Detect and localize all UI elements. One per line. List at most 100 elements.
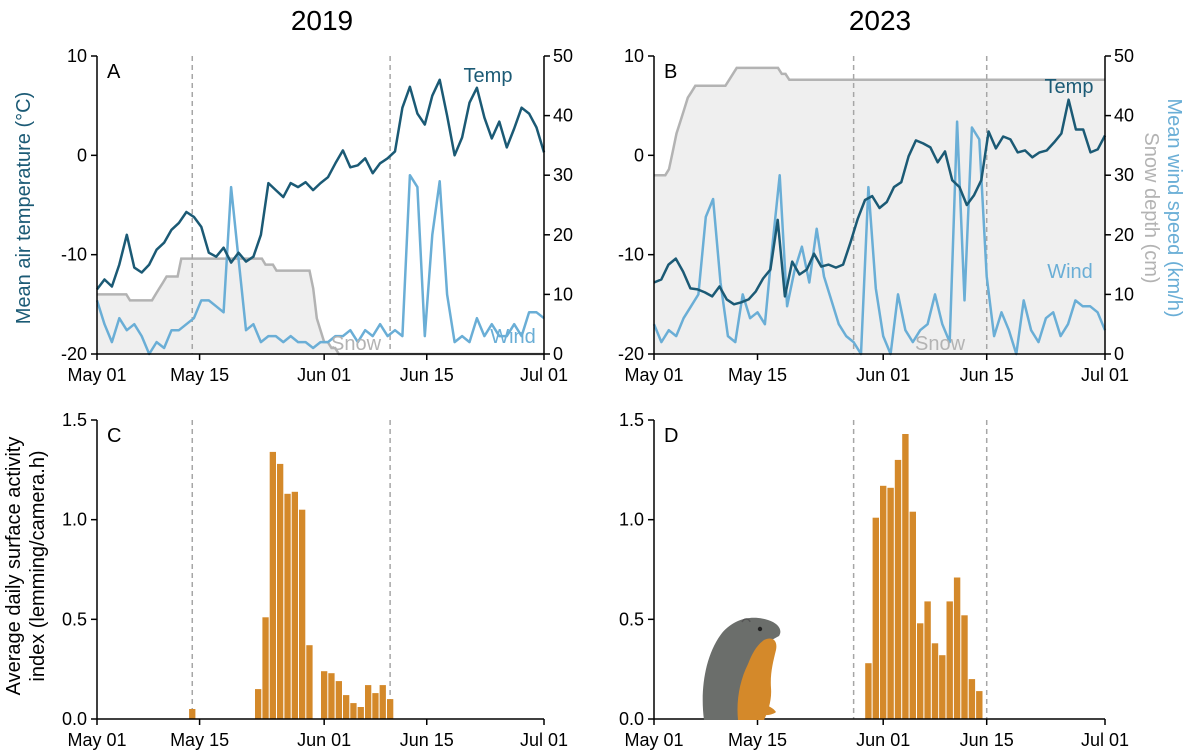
x-tick-label: Jul 01 [520,365,568,385]
y-tick-label: 1.5 [619,410,644,430]
y-right-tick-label: 20 [1114,225,1134,245]
activity-bar [262,617,269,719]
panel-b: Temp Wind Snow -20 -10 0 10 0 10 20 30 40 50 May 01 Ma… [618,46,1134,385]
wind-series-label: Wind [1047,261,1093,283]
activity-bar [909,511,916,719]
activity-bar [321,671,328,719]
y-right-tick-label: 40 [553,106,573,126]
y-right-tick-label: 10 [1114,284,1134,304]
activity-bar [343,695,350,719]
x-tick-label: Jun 15 [960,365,1014,385]
x-tick-label: Jul 01 [520,730,568,750]
panel-letter: C [107,425,121,447]
y-tick-label: 0 [77,145,87,165]
activity-axis-label-line2: index (lemming/camera.h) [27,450,49,681]
y-tick-label: -20 [61,344,87,364]
y-tick-label: 0.5 [619,609,644,629]
x-tick-label: May 01 [624,730,683,750]
x-tick-label: May 01 [67,365,126,385]
activity-bar [961,615,968,719]
activity-bar [291,491,298,719]
x-tick-label: Jun 01 [297,730,351,750]
activity-bar [387,699,394,719]
panel-d: 0.0 0.5 1.0 1.5 May 01 May 15 Jun 01 Jun 15 Jul … [619,410,1129,750]
temp-line [653,98,1107,306]
y-right-tick-label: 40 [1114,106,1134,126]
activity-bar [372,693,379,719]
activity-bar [880,485,887,719]
wind-line [652,120,1107,356]
temp-series-label: Temp [1045,76,1094,98]
x-tick-label: Jun 15 [400,730,454,750]
snow-area [97,258,544,354]
y-right-tick-label: 20 [553,225,573,245]
panel-a: Temp Wind Snow -20 -10 0 10 0 10 20 30 40 50 May 01 Ma… [61,46,573,385]
title-2023: 2023 [849,5,911,36]
y-tick-label: 10 [624,46,644,66]
y-tick-label: 1.0 [62,510,87,530]
y-right-tick-label: 10 [553,284,573,304]
y-tick-label: -10 [618,245,644,265]
y-right-tick-label: 30 [1114,165,1134,185]
activity-bar [968,679,976,719]
activity-bar [953,577,961,719]
y-right-tick-label: 0 [553,344,563,364]
y-tick-label: -20 [618,344,644,364]
activity-axis-label-line1: Average daily surface activity [3,437,25,696]
y-tick-label: 0.0 [62,709,87,729]
activity-bar [931,643,939,719]
activity-bar [865,663,872,719]
temp-series-label: Temp [464,65,513,87]
x-tick-label: May 15 [728,730,787,750]
x-tick-label: May 01 [624,365,683,385]
y-tick-label: -10 [61,245,87,265]
temp-line [96,78,546,291]
activity-bar [350,703,357,719]
snow-series-label: Snow [331,333,382,355]
y-tick-label: 10 [67,46,87,66]
activity-bar [902,434,909,719]
title-2019: 2019 [291,5,353,36]
activity-bar [924,601,931,719]
activity-bar [939,655,946,719]
activity-bar [255,689,262,719]
panel-letter: D [664,425,678,447]
activity-bar [277,463,284,719]
wind-axis-label: Mean wind speed (km/h) [1163,99,1185,318]
activity-bar [269,451,276,719]
y-tick-label: 0.0 [619,709,644,729]
activity-bar [917,623,924,719]
activity-bar [365,685,372,719]
activity-bar [306,645,313,719]
activity-bar [357,707,364,719]
activity-bar [887,487,894,719]
x-tick-label: May 15 [170,365,229,385]
activity-bar [379,685,386,719]
activity-bar [872,517,879,719]
activity-bar [894,459,902,719]
lemming-silhouette-icon [702,617,781,720]
activity-bar [328,673,335,719]
y-right-tick-label: 30 [553,165,573,185]
activity-bar [284,493,291,719]
wind-series-label: Wind [490,326,536,348]
x-tick-label: May 01 [67,730,126,750]
y-right-tick-label: 50 [553,46,573,66]
activity-bar [335,681,342,719]
panel-c: 0.0 0.5 1.0 1.5 May 01 May 15 Jun 01 Jun 15 Jul … [62,410,568,750]
y-tick-label: 0 [634,145,644,165]
panel-letter: B [664,61,677,83]
y-tick-label: 1.5 [62,410,87,430]
activity-bar [189,709,196,719]
x-tick-label: Jul 01 [1081,730,1129,750]
y-tick-label: 1.0 [619,510,644,530]
temp-axis-label: Mean air temperature (°C) [13,92,35,325]
x-tick-label: Jun 01 [297,365,351,385]
panel-letter: A [107,61,121,83]
activity-bar [299,509,306,719]
x-tick-label: Jul 01 [1081,365,1129,385]
y-tick-label: 0.5 [62,609,87,629]
snow-axis-label: Snow depth (cm) [1140,132,1162,283]
x-tick-label: Jun 01 [856,365,910,385]
